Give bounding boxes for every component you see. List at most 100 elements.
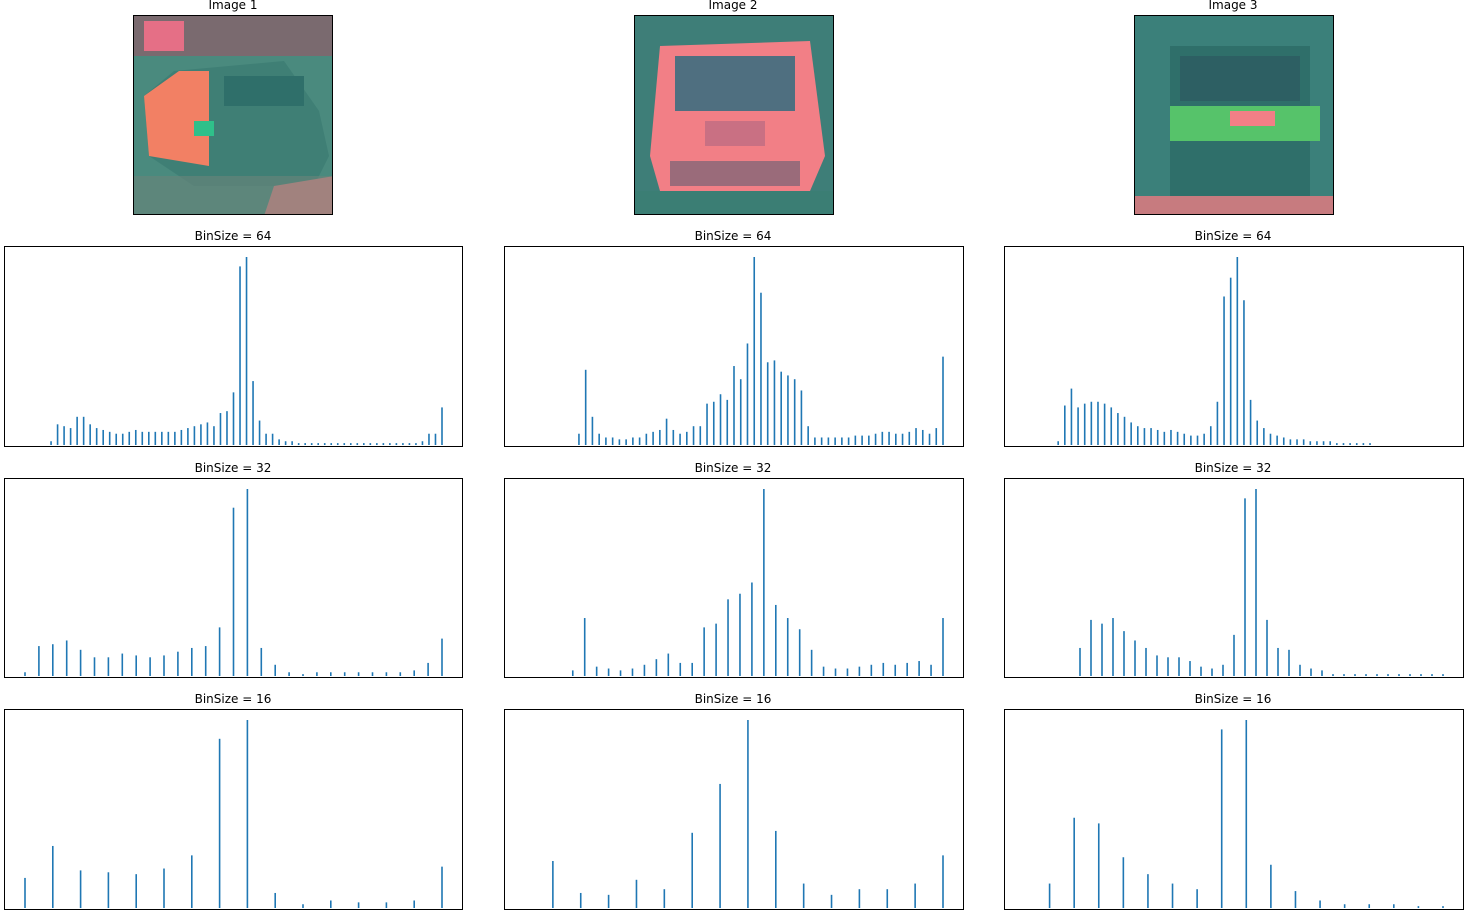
histogram-bar	[733, 366, 735, 445]
histogram-bar	[316, 672, 318, 676]
histogram-bar	[1342, 443, 1345, 445]
histogram-bars-1	[578, 257, 944, 445]
histogram-bar	[1442, 906, 1444, 908]
histogram-bar	[1196, 435, 1199, 445]
histogram-bar	[191, 855, 193, 908]
histogram-bar	[798, 629, 801, 676]
histogram-bar	[703, 627, 705, 676]
histogram-bar	[204, 646, 207, 676]
histogram-bar	[1243, 300, 1245, 445]
histogram-bar	[659, 429, 661, 445]
histogram-bar	[1269, 433, 1272, 445]
histogram-bar	[699, 426, 702, 445]
histogram-bar	[288, 672, 290, 676]
histogram-bar	[822, 666, 825, 676]
histogram-bar	[760, 292, 762, 445]
histogram-bar	[1309, 441, 1312, 445]
histogram-bar	[1255, 489, 1257, 676]
histogram-bar	[284, 441, 287, 445]
histogram-bar	[1190, 435, 1192, 445]
histogram-bar	[679, 433, 681, 445]
histogram-bar	[591, 416, 594, 445]
histogram-bar	[1057, 441, 1059, 445]
histogram-bar	[385, 672, 388, 676]
histogram-bar	[1097, 823, 1100, 908]
histogram-bar	[1420, 674, 1422, 676]
histogram-bar	[357, 672, 360, 676]
histogram-r3c3	[1004, 709, 1464, 910]
histogram-bar	[154, 431, 157, 445]
histogram-bar	[727, 599, 729, 676]
histogram-bar	[191, 647, 193, 676]
histogram-bar	[775, 830, 777, 908]
histogram-bars-2	[1057, 257, 1371, 445]
histogram-bar	[79, 649, 82, 676]
histogram-bar	[161, 431, 163, 445]
histogram-bar	[1079, 647, 1081, 676]
histogram-bar	[1256, 420, 1259, 445]
histogram-bar	[874, 433, 877, 445]
histogram-bar	[1355, 443, 1358, 445]
histogram-bar	[1233, 634, 1235, 676]
histogram-bar	[232, 392, 235, 445]
histogram-bar	[908, 431, 911, 445]
histogram-bar	[870, 664, 873, 676]
image-3-panel	[1134, 15, 1334, 215]
histogram-bar	[780, 371, 782, 445]
histogram-bar	[1070, 388, 1073, 445]
histogram-bar	[753, 257, 756, 445]
histogram-bar	[906, 662, 908, 676]
image-1-panel	[133, 15, 333, 215]
histogram-bar	[1417, 906, 1420, 908]
histogram-bar	[712, 401, 715, 445]
hist-r3c2-title: BinSize = 16	[694, 692, 772, 706]
histogram-bar	[763, 489, 765, 676]
histogram-bar	[1156, 429, 1159, 445]
histogram-bar	[746, 343, 749, 445]
histogram-bar	[1136, 426, 1139, 445]
histogram-bar	[441, 638, 443, 676]
histogram-bar	[786, 618, 789, 676]
histogram-bar	[1163, 431, 1166, 445]
histogram-bar	[1103, 403, 1106, 445]
histogram-bar	[638, 437, 641, 445]
histogram-bar	[1064, 405, 1066, 445]
histogram-bar	[1090, 401, 1093, 445]
histogram-bar	[134, 429, 137, 445]
histogram-bars-8	[1048, 720, 1444, 908]
histogram-bar	[751, 582, 753, 676]
histogram-bar	[174, 431, 176, 445]
histogram-bar	[1176, 431, 1179, 445]
histogram-bar	[691, 662, 693, 676]
histogram-bar	[918, 661, 920, 676]
histogram-bar	[886, 889, 889, 908]
histogram-bar	[389, 443, 391, 445]
histogram-bar	[441, 866, 443, 908]
histogram-bar	[739, 379, 742, 445]
histogram-r1c1	[4, 246, 463, 447]
histogram-bar	[1123, 416, 1126, 445]
histogram-bar	[726, 399, 729, 445]
histogram-bar	[1209, 426, 1212, 445]
histogram-bar	[635, 879, 638, 908]
histogram-bar	[747, 720, 749, 908]
histogram-bar	[63, 426, 65, 445]
histogram-bar	[846, 668, 849, 676]
image-3-title: Image 3	[1208, 0, 1258, 12]
histogram-bar	[645, 433, 648, 445]
histogram-bar	[95, 428, 98, 445]
histogram-bar	[193, 426, 196, 445]
histogram-bar	[1203, 433, 1205, 445]
histogram-bar	[376, 443, 378, 445]
histogram-bar	[349, 443, 352, 445]
histogram-bar	[715, 623, 717, 676]
histogram-bar	[163, 868, 165, 908]
histogram-bar	[128, 431, 131, 445]
histogram-bar	[1276, 435, 1278, 445]
histogram-bar	[691, 832, 693, 908]
histogram-bar	[1349, 443, 1351, 445]
histogram-bar	[135, 874, 137, 908]
histogram-bar	[719, 394, 722, 445]
histogram-bar	[820, 437, 823, 445]
histogram-bar	[706, 403, 708, 445]
